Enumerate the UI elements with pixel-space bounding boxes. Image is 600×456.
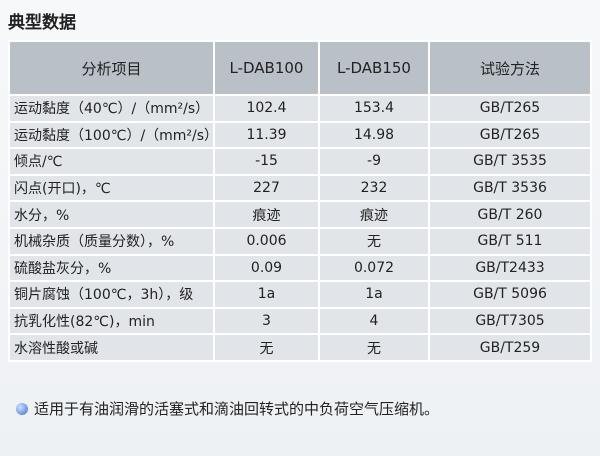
column-header: 试验方法 [428,40,592,96]
table-cell: GB/T 5096 [428,280,592,309]
table-row: 倾点/℃ -15 -9 GB/T 3535 [8,147,592,176]
table-row: 运动黏度（40℃）/（mm²/s） 102.4 153.4 GB/T265 [8,94,592,123]
table-cell: 4 [318,306,430,336]
table-cell: GB/T 3536 [428,173,592,203]
table-cell: 硫酸盐灰分，% [8,253,215,283]
table-row: 硫酸盐灰分，% 0.09 0.072 GB/T2433 [8,253,592,283]
table-row: 抗乳化性(82℃)，min 3 4 GB/T7305 [8,306,592,336]
table-row: 水溶性酸或碱无无 GB/T259 [8,333,592,362]
table-cell: 232 [318,173,430,203]
table-cell: 倾点/℃ [8,147,215,176]
note: 适用于有油润滑的活塞式和滴油回转式的中负荷空气压缩机。 [16,398,439,419]
table-cell: 抗乳化性(82℃)，min [8,306,215,336]
table-cell: 铜片腐蚀（100℃，3h），级 [8,280,215,309]
table-cell: 0.006 [213,226,320,256]
bullet-icon [16,402,28,415]
table-cell: 102.4 [213,94,320,123]
table-cell: 痕迹 [213,200,320,229]
table-cell: 11.39 [213,120,320,150]
table-cell: 3 [213,306,320,336]
column-header: L-DAB100 [213,40,320,96]
table-cell: 1a [213,280,320,309]
table-cell: 14.98 [318,120,430,150]
table-cell: 无 [213,333,320,362]
table-cell: GB/T265 [428,94,592,123]
table-row: 水分，% 痕迹 痕迹 GB/T 260 [8,200,592,229]
note-text: 适用于有油润滑的活塞式和滴油回转式的中负荷空气压缩机。 [34,400,440,418]
table-cell: 无 [318,226,430,256]
table-cell: -15 [213,147,320,176]
column-header: L-DAB150 [318,40,430,96]
table-cell: 水溶性酸或碱 [8,333,215,362]
title: 典型数据 [8,13,76,33]
table-cell: GB/T265 [428,120,592,150]
table-cell: 无 [318,333,430,362]
table-cell: 运动黏度（40℃）/（mm²/s） [8,94,215,123]
table-cell: 痕迹 [318,200,430,229]
table-cell: 153.4 [318,94,430,123]
data-table: 分析项目 L-DAB100 L-DAB150 试验方法 运动黏度（40℃）/（mm²/… [8,40,592,362]
table-cell: 水分，% [8,200,215,229]
table-row: 铜片腐蚀（100℃，3h），级 1a 1a GB/T 5096 [8,280,592,309]
table-cell: 运动黏度（100℃）/（mm²/s） [8,120,218,150]
table-row: 运动黏度（100℃）/（mm²/s） 11.39 14.98 GB/T265 [8,120,592,150]
table-row: 机械杂质（质量分数），% 0.006 无 GB/T 511 [8,226,592,256]
table-cell: 闪点(开口)，℃ [8,173,215,203]
table-cell: GB/T 3535 [428,147,592,176]
table-cell: 227 [213,173,320,203]
table-cell: GB/T 260 [428,200,592,229]
table-cell: GB/T7305 [428,306,592,336]
table-cell: GB/T 511 [428,226,592,256]
table-cell: -9 [318,147,430,176]
table-cell: GB/T259 [428,333,592,362]
table-cell: 1a [318,280,430,309]
table-cell: GB/T2433 [428,253,592,283]
table-cell: 机械杂质（质量分数），% [8,226,215,256]
table-row: 闪点(开口)，℃ 227 232 GB/T 3536 [8,173,592,203]
table-cell: 0.072 [318,253,430,283]
column-header: 分析项目 [8,40,215,96]
table-cell: 0.09 [213,253,320,283]
header-row: 分析项目 L-DAB100 L-DAB150 试验方法 [8,40,592,96]
